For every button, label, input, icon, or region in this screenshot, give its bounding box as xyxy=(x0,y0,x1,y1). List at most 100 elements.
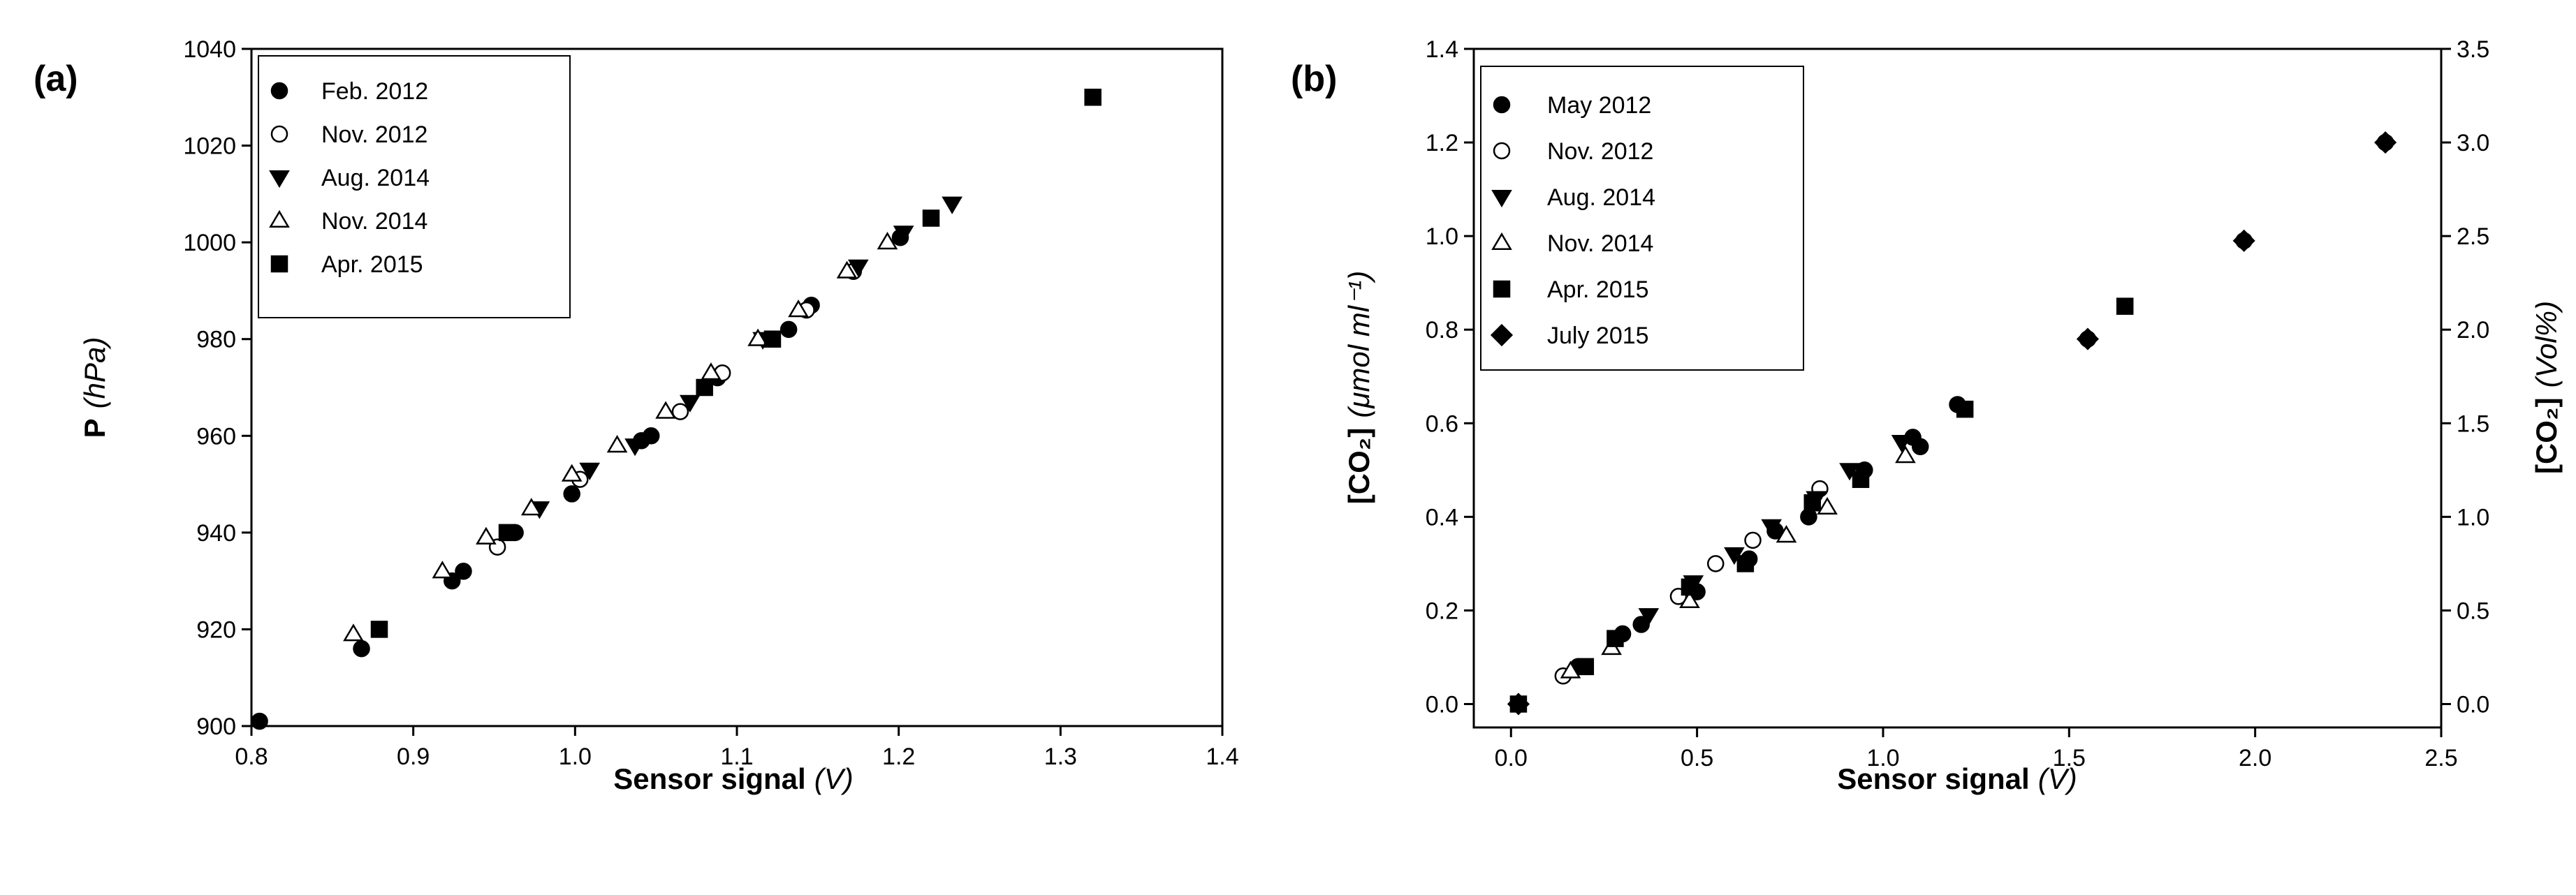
data-point xyxy=(696,378,713,397)
panel-b-plot-frame xyxy=(1472,47,2443,729)
y-tick-label: 1020 xyxy=(183,133,236,160)
data-point xyxy=(1911,438,1929,456)
x-tick-label: 2.0 xyxy=(2239,745,2271,771)
panel-b-x-axis-title: Sensor signal (V) xyxy=(1837,762,2077,795)
panel-b-data-points xyxy=(1507,131,2397,716)
x-tick-label: 1.0 xyxy=(1866,745,1899,771)
data-point xyxy=(520,498,542,516)
data-point xyxy=(1852,471,1870,488)
data-point xyxy=(1681,578,1699,596)
data-point xyxy=(1803,494,1821,512)
y2-tick-label: 1.5 xyxy=(2457,410,2489,437)
data-point xyxy=(780,320,798,339)
legend-label: Aug. 2014 xyxy=(321,165,430,191)
data-point xyxy=(1679,590,1700,609)
panel-b-label: (b) xyxy=(1291,59,1337,99)
panel-a-legend-box xyxy=(258,55,571,318)
y-tick-label: 1.2 xyxy=(1426,130,1458,156)
legend-marker xyxy=(269,170,290,188)
panel-a-x-axis-title: Sensor signal (V) xyxy=(613,762,853,795)
legend-label: May 2012 xyxy=(1547,92,1651,119)
legend-label: Nov. 2014 xyxy=(321,208,427,235)
data-point xyxy=(2232,229,2255,252)
series-aug-2014 xyxy=(529,196,963,519)
legend-label: Nov. 2012 xyxy=(321,121,427,148)
y-tick-label: 920 xyxy=(196,616,236,643)
x-tick-label: 1.4 xyxy=(1206,744,1238,770)
data-point xyxy=(679,394,701,413)
data-point xyxy=(2116,297,2134,315)
y2-tick-label: 2.5 xyxy=(2457,223,2489,250)
panel-b-ticks: 0.0 0.5 1.0 1.5 2.0 2.5 0.0 0.2 0.4 0.6 0.8 1.0 1.2 1… xyxy=(1426,36,2490,771)
legend-label: Feb. 2012 xyxy=(321,78,428,105)
x-tick-label: 1.1 xyxy=(720,744,753,770)
series-nov-2014 xyxy=(343,232,898,642)
x-tick-label: 1.2 xyxy=(882,744,915,770)
series-aug-2014 xyxy=(1638,435,1912,626)
y-tick-label: 1040 xyxy=(183,36,236,63)
x-tick-label: 0.8 xyxy=(235,744,268,770)
legend-marker xyxy=(270,125,288,143)
panel-a-x-unit: (V) xyxy=(814,762,854,795)
data-point xyxy=(1607,630,1624,647)
legend-marker xyxy=(1491,189,1512,208)
y-tick-label: 0.0 xyxy=(1426,691,1458,718)
panel-b-legend: May 2012 Nov. 2012 Aug. 2014 Nov. 2014 Apr. … xyxy=(1480,66,1804,371)
panel-b-y2-label: [CO₂] xyxy=(2530,397,2563,474)
data-point xyxy=(1736,555,1755,572)
panel-a-legend: Feb. 2012 Nov. 2012 Aug. 2014 Nov. 2014 Apr.… xyxy=(258,55,571,318)
y2-tick-label: 3.5 xyxy=(2457,36,2489,63)
data-point xyxy=(671,403,689,420)
legend-label: Aug. 2014 xyxy=(1547,184,1655,211)
x-tick-label: 1.0 xyxy=(559,744,592,770)
y-tick-label: 1.4 xyxy=(1426,36,1458,63)
y-tick-label: 940 xyxy=(196,520,236,547)
data-point xyxy=(922,209,940,227)
y2-tick-label: 3.0 xyxy=(2457,130,2489,156)
legend-label: Apr. 2015 xyxy=(1547,276,1649,303)
y2-tick-label: 2.0 xyxy=(2457,317,2489,343)
data-point xyxy=(343,623,364,642)
panel-a-y-unit: (hPa) xyxy=(78,337,111,409)
data-point xyxy=(655,401,676,419)
data-point xyxy=(606,435,628,453)
panel-b-legend-box xyxy=(1480,66,1804,371)
data-point xyxy=(624,438,645,457)
data-point xyxy=(563,485,580,503)
data-point xyxy=(1956,400,1974,418)
data-point xyxy=(2374,131,2397,154)
legend-marker xyxy=(1491,232,1512,251)
data-point xyxy=(893,225,914,244)
legend-label: Apr. 2015 xyxy=(321,251,423,278)
data-point xyxy=(455,563,472,580)
data-point xyxy=(1576,658,1595,676)
data-point xyxy=(1507,693,1530,716)
panel-b-y-unit: (μmol ml⁻¹) xyxy=(1342,271,1375,418)
data-point xyxy=(498,524,516,542)
x-tick-label: 0.9 xyxy=(397,744,430,770)
panel-b-y2-unit: (Vol%) xyxy=(2530,301,2563,387)
data-point xyxy=(2076,327,2100,350)
y-tick-label: 0.2 xyxy=(1426,598,1458,624)
legend-label: Nov. 2012 xyxy=(1547,138,1653,165)
y-tick-label: 0.4 xyxy=(1426,504,1458,531)
x-tick-label: 1.5 xyxy=(2053,745,2086,771)
data-point xyxy=(476,526,497,545)
data-point xyxy=(251,712,268,730)
panel-a-chart: (a) 0.8 0.9 1.0 1.1 1.2 1.3 1.4 900 920 940 960 980… xyxy=(34,36,1239,795)
y2-tick-label: 1.0 xyxy=(2457,504,2489,531)
legend-label: Nov. 2014 xyxy=(1547,230,1653,257)
data-point xyxy=(370,621,388,638)
panel-a-y-axis-title: P (hPa) xyxy=(78,337,111,438)
data-point xyxy=(763,330,782,348)
data-point xyxy=(1817,496,1838,515)
data-point xyxy=(432,561,453,579)
data-point xyxy=(1891,435,1912,453)
legend-marker xyxy=(269,209,290,228)
x-tick-label: 2.5 xyxy=(2424,745,2457,771)
y2-tick-label: 0.5 xyxy=(2457,598,2489,624)
legend-marker xyxy=(1490,323,1514,347)
data-point xyxy=(1084,89,1102,106)
y-tick-label: 0.6 xyxy=(1426,410,1458,437)
